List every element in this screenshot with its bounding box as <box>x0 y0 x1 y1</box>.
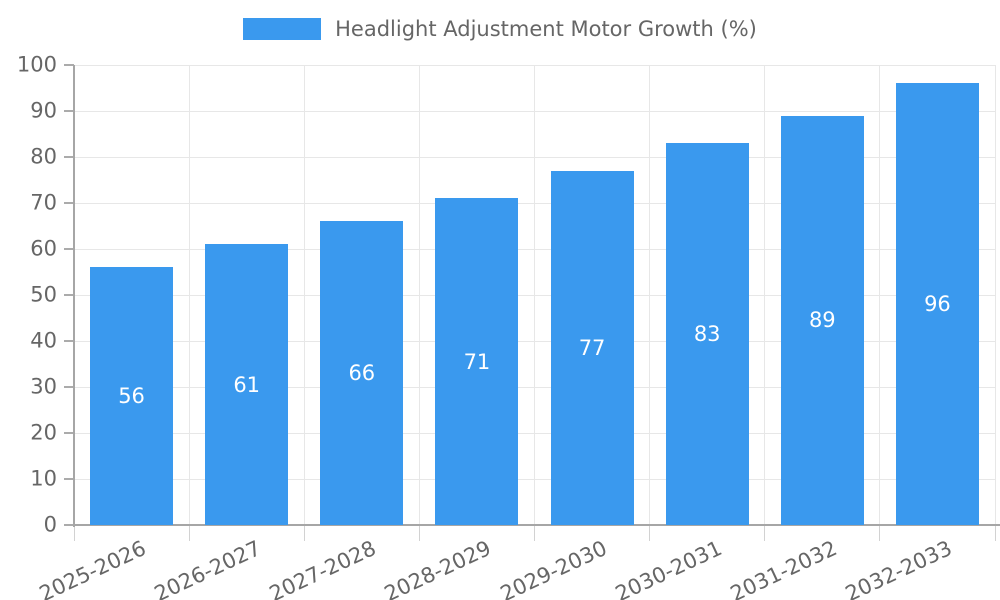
y-tick-mark <box>64 156 74 158</box>
x-tick-label: 2029-2030 <box>496 536 611 600</box>
legend-label: Headlight Adjustment Motor Growth (%) <box>335 17 757 41</box>
y-tick-label: 30 <box>30 374 57 399</box>
y-tick-mark <box>64 110 74 112</box>
bar[interactable] <box>895 83 979 525</box>
x-tick-mark <box>879 525 881 541</box>
y-tick-label: 80 <box>30 144 57 169</box>
x-axis-line <box>74 524 1000 526</box>
x-tick-mark <box>188 525 190 541</box>
gridline-vertical <box>649 65 651 525</box>
bar[interactable] <box>90 267 174 525</box>
bar-value-label: 83 <box>693 322 721 347</box>
legend-swatch <box>243 18 322 40</box>
x-tick-mark <box>649 525 651 541</box>
y-tick-mark <box>64 340 74 342</box>
gridline-vertical <box>188 65 190 525</box>
x-tick-label: 2032-2033 <box>841 536 956 600</box>
y-tick-label: 40 <box>30 328 57 353</box>
y-tick-label: 90 <box>30 98 57 123</box>
bar-value-label: 56 <box>118 384 145 409</box>
bar[interactable] <box>780 115 864 525</box>
bar[interactable] <box>550 170 634 525</box>
y-tick-mark <box>64 294 74 296</box>
legend-item[interactable]: Headlight Adjustment Motor Growth (%) <box>243 17 757 41</box>
x-tick-mark <box>534 525 535 541</box>
y-tick-label: 70 <box>30 190 57 215</box>
x-tick-label: 2031-2032 <box>726 536 841 600</box>
y-tick-mark <box>64 478 74 480</box>
y-tick-mark <box>64 64 74 66</box>
x-tick-label: 2026-2027 <box>150 536 265 600</box>
y-tick-label: 20 <box>30 420 57 445</box>
bar[interactable] <box>665 143 749 525</box>
gridline-vertical <box>994 65 996 525</box>
bar-value-label: 77 <box>578 335 606 360</box>
x-tick-mark <box>73 525 75 541</box>
bar-value-label: 71 <box>463 349 491 374</box>
y-tick-mark <box>64 524 74 526</box>
chart-legend: Headlight Adjustment Motor Growth (%) <box>0 17 1000 41</box>
bar[interactable] <box>205 244 289 525</box>
y-tick-label: 60 <box>30 236 57 261</box>
y-tick-label: 0 <box>43 512 57 537</box>
x-tick-label: 2027-2028 <box>266 536 380 600</box>
x-tick-mark <box>418 525 420 541</box>
y-tick-label: 10 <box>30 466 57 491</box>
bar-value-label: 66 <box>348 361 376 386</box>
x-tick-label: 2025-2026 <box>35 536 150 600</box>
bar[interactable] <box>320 221 404 525</box>
x-tick-label: 2030-2031 <box>611 536 726 600</box>
bar-value-label: 89 <box>808 308 836 333</box>
y-tick-label: 100 <box>16 52 57 77</box>
x-tick-mark <box>764 525 766 541</box>
y-tick-mark <box>64 432 74 434</box>
x-tick-label: 2028-2029 <box>381 536 496 600</box>
bar-value-label: 61 <box>233 372 261 397</box>
gridline-vertical <box>879 65 881 525</box>
y-tick-mark <box>64 248 74 250</box>
bar-value-label: 96 <box>924 292 951 317</box>
y-axis-line <box>73 65 75 527</box>
x-tick-mark <box>994 525 996 541</box>
y-tick-mark <box>64 202 74 204</box>
gridline-vertical <box>534 65 535 525</box>
gridline-vertical <box>303 65 305 525</box>
x-tick-mark <box>303 525 305 541</box>
gridline-vertical <box>764 65 766 525</box>
y-tick-mark <box>64 386 74 388</box>
bar[interactable] <box>435 198 519 525</box>
gridline-vertical <box>418 65 420 525</box>
y-tick-label: 50 <box>30 282 57 307</box>
